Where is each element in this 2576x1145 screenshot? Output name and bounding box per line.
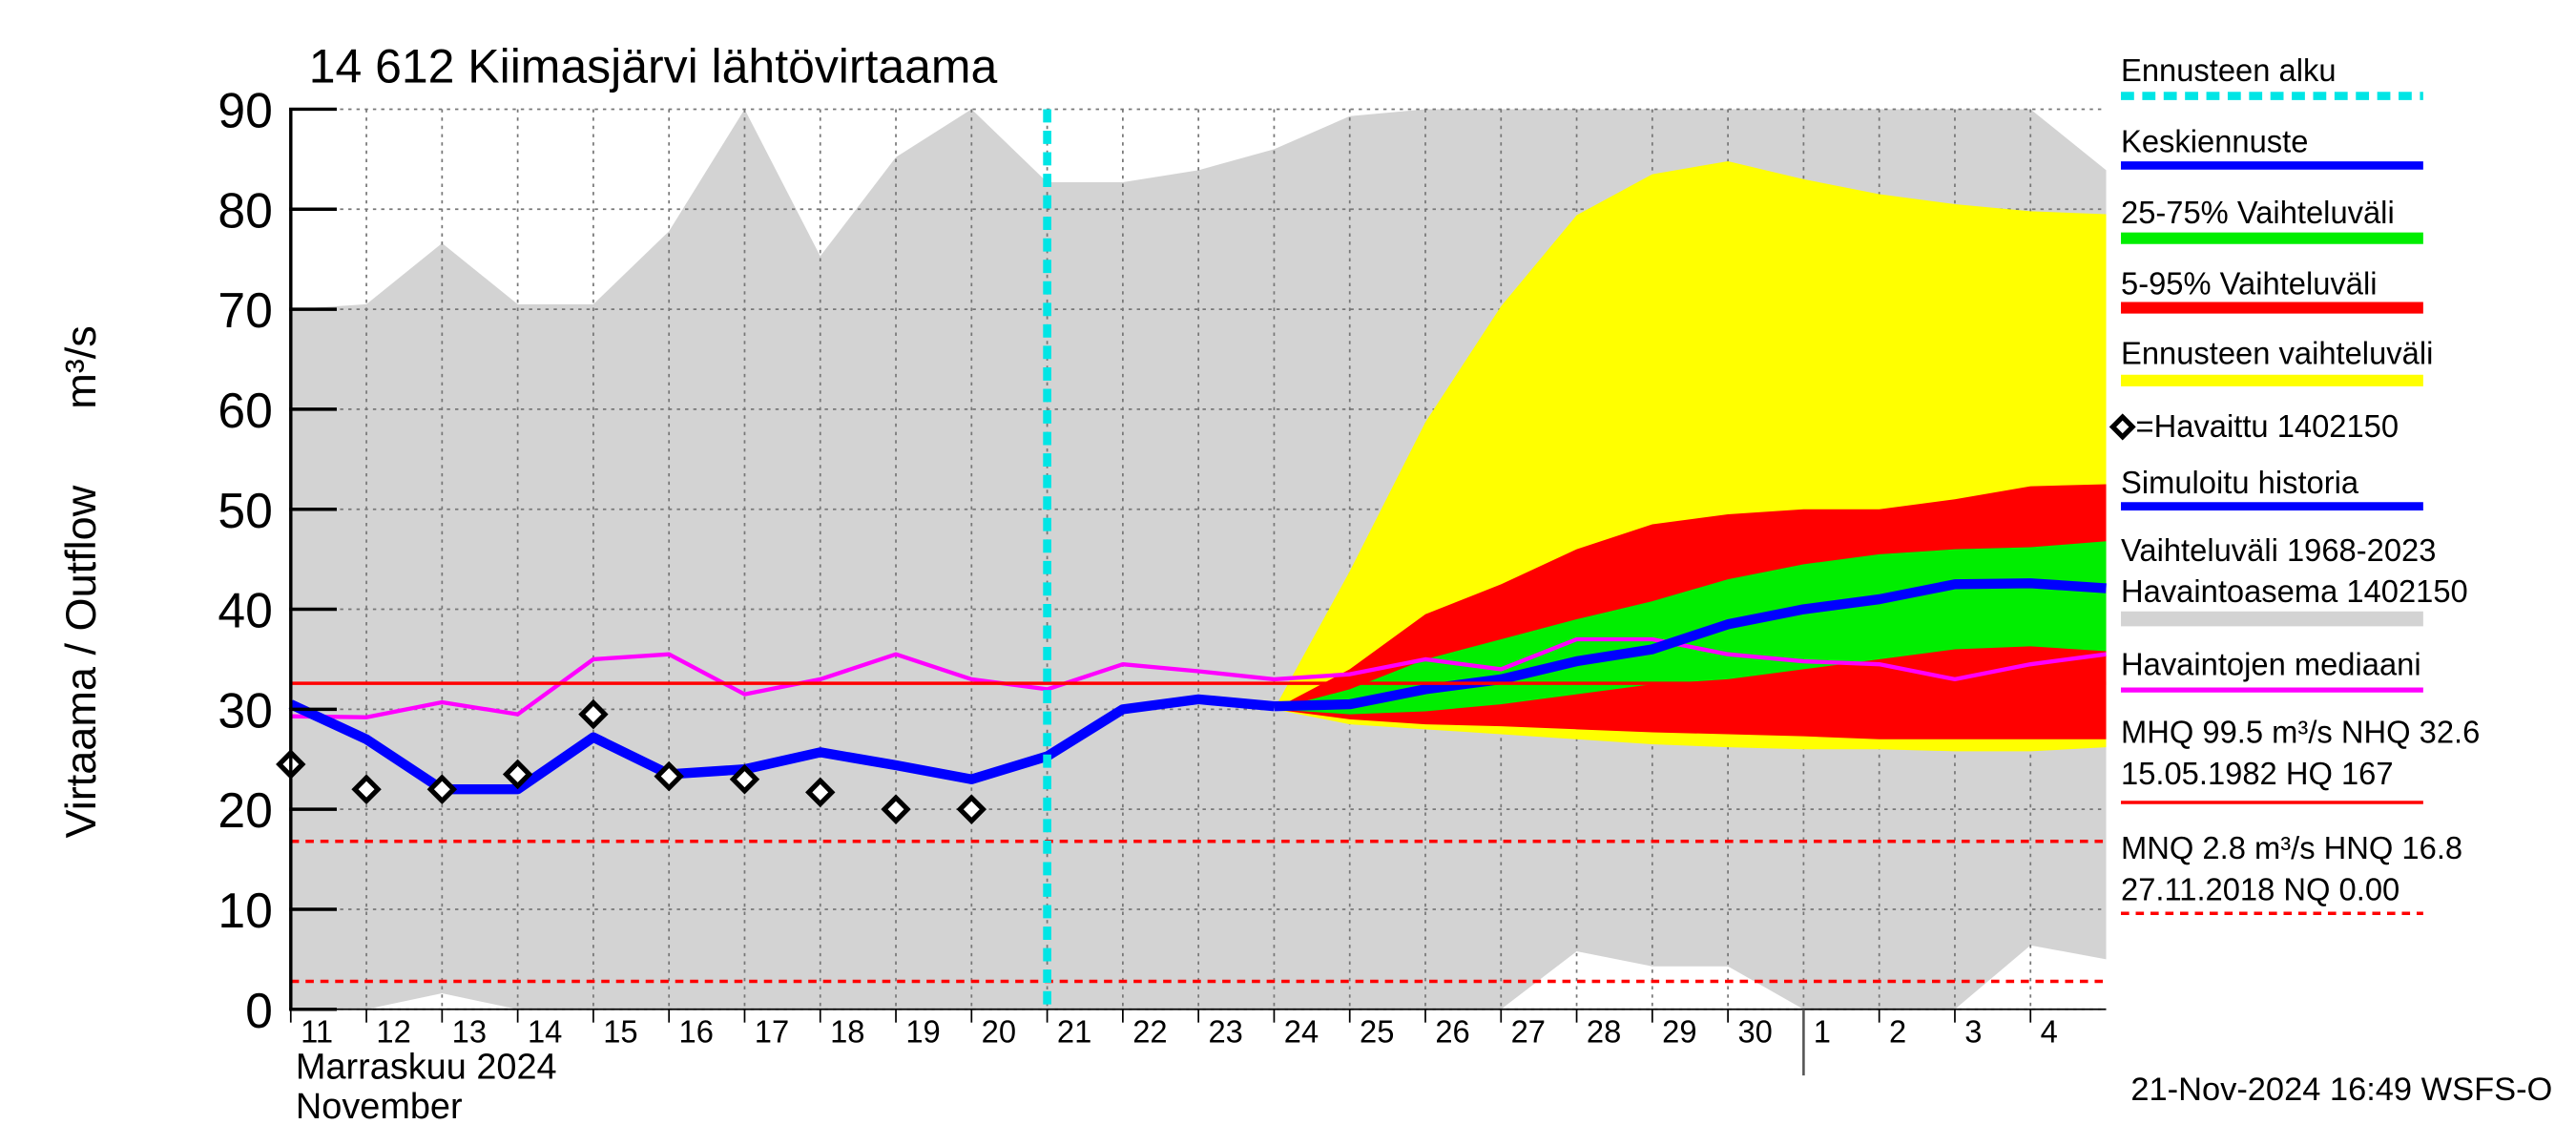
x-tick-label: 23 <box>1208 1013 1242 1049</box>
legend-label: =Havaittu 1402150 <box>2136 408 2399 444</box>
legend-label: Havaintojen mediaani <box>2121 646 2421 681</box>
legend-label: Havaintoasema 1402150 <box>2121 573 2468 609</box>
y-tick-label: 80 <box>218 182 272 238</box>
x-tick-label: 20 <box>982 1013 1016 1049</box>
observed-point <box>729 763 760 795</box>
legend-swatch <box>2109 413 2136 441</box>
observed-point <box>578 698 609 730</box>
line <box>290 636 2107 719</box>
x-tick-label: 1 <box>1814 1013 1831 1049</box>
legend-label: MHQ 99.5 m³/s NHQ 32.6 <box>2121 715 2480 750</box>
band <box>1274 541 2107 715</box>
x-tick-label: 13 <box>452 1013 487 1049</box>
x-tick-label: 2 <box>1889 1013 1906 1049</box>
x-tick-label: 11 <box>301 1013 333 1049</box>
x-tick-label: 29 <box>1662 1013 1696 1049</box>
observed-point <box>956 794 987 824</box>
x-tick-label: 14 <box>528 1013 562 1049</box>
y-tick-label: 20 <box>218 782 272 838</box>
y-tick-label: 10 <box>218 883 272 938</box>
x-tick-label: 19 <box>905 1013 940 1049</box>
x-tick-label: 21 <box>1057 1013 1091 1049</box>
x-tick-label: 16 <box>679 1013 714 1049</box>
y-axis-label: Virtaama / Outflow <box>56 485 105 838</box>
y-axis-label: m³/s <box>56 325 105 409</box>
legend-label: MNQ 2.8 m³/s HNQ 16.8 <box>2121 830 2462 865</box>
observed-point <box>351 774 382 805</box>
x-axis-label: November <box>296 1087 463 1127</box>
y-tick-label: 40 <box>218 582 272 637</box>
observed-point <box>426 774 458 805</box>
legend-label: 25-75% Vaihteluväli <box>2121 195 2395 230</box>
x-axis-label: Marraskuu 2024 <box>296 1048 557 1088</box>
legend-label: 5-95% Vaihteluväli <box>2121 266 2378 302</box>
legend-label: Ennusteen alku <box>2121 52 2337 88</box>
y-tick-label: 50 <box>218 483 272 538</box>
observed-point <box>881 794 911 824</box>
x-tick-label: 25 <box>1360 1013 1394 1049</box>
legend-label: 15.05.1982 HQ 167 <box>2121 756 2394 791</box>
observed-point <box>502 759 533 790</box>
y-tick-label: 30 <box>218 682 272 738</box>
x-tick-label: 26 <box>1435 1013 1469 1049</box>
line <box>1274 578 2107 712</box>
y-tick-label: 0 <box>245 983 273 1038</box>
x-tick-label: 15 <box>603 1013 637 1049</box>
footer: 21-Nov-2024 16:49 WSFS-O <box>2130 1072 2552 1108</box>
x-tick-label: 24 <box>1284 1013 1319 1049</box>
x-tick-label: 4 <box>2041 1013 2058 1049</box>
chart-title: 14 612 Kiimasjärvi lähtövirtaama <box>309 40 998 94</box>
x-tick-label: 28 <box>1587 1013 1621 1049</box>
observed-point <box>805 777 836 808</box>
y-tick-label: 70 <box>218 282 272 338</box>
legend-label: Keskiennuste <box>2121 123 2308 158</box>
observed-point <box>654 760 684 792</box>
x-tick-label: 3 <box>1964 1013 1982 1049</box>
x-tick-label: 17 <box>755 1013 789 1049</box>
x-tick-label: 18 <box>830 1013 864 1049</box>
legend-label: Ennusteen vaihteluväli <box>2121 335 2433 370</box>
legend-label: Simuloitu historia <box>2121 465 2359 500</box>
x-tick-label: 22 <box>1132 1013 1167 1049</box>
y-tick-label: 90 <box>218 82 272 137</box>
x-tick-label: 27 <box>1511 1013 1546 1049</box>
x-tick-label: 30 <box>1737 1013 1772 1049</box>
x-tick-label: 12 <box>376 1013 410 1049</box>
y-tick-label: 60 <box>218 383 272 438</box>
legend-label: 27.11.2018 NQ 0.00 <box>2121 871 2399 906</box>
legend-label: Vaihteluväli 1968-2023 <box>2121 532 2436 568</box>
